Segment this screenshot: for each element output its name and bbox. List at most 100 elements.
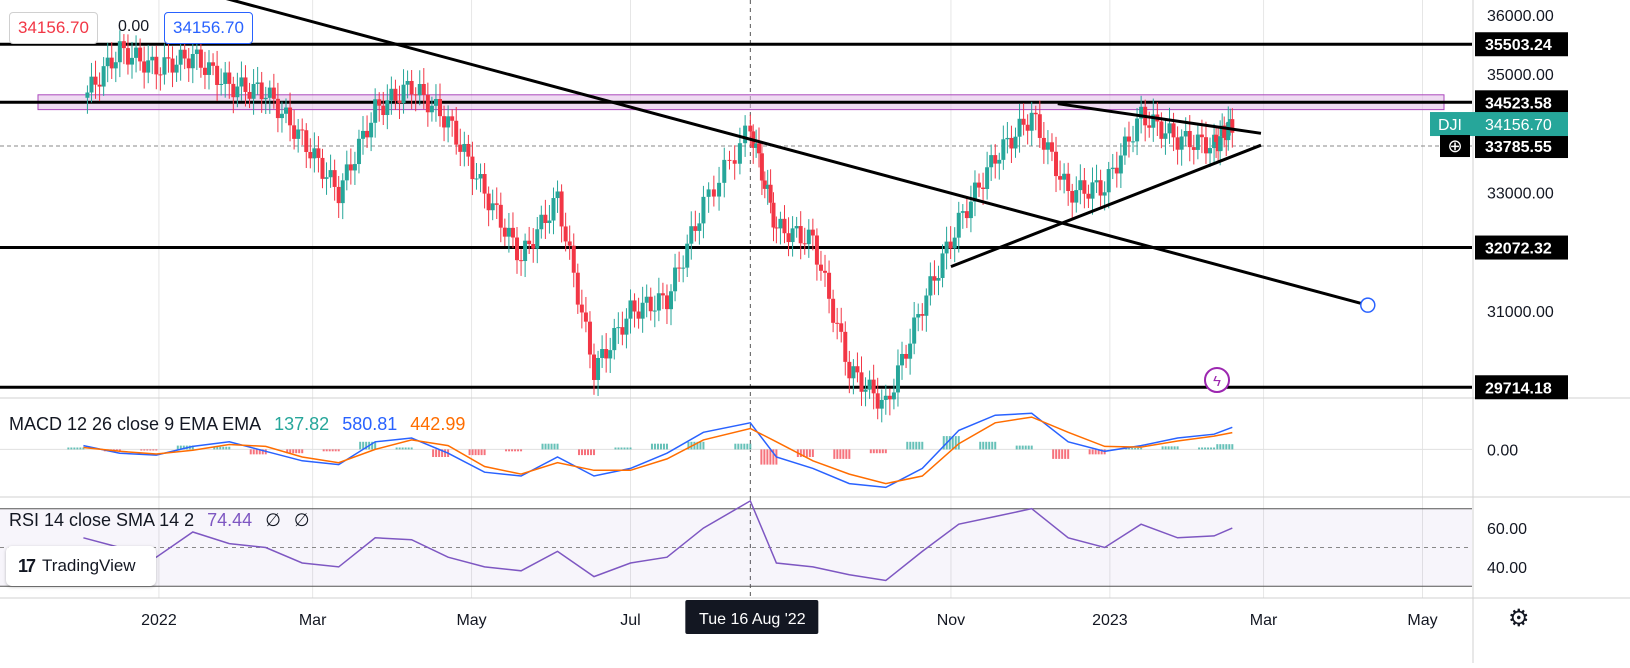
macd-histogram-bar bbox=[942, 436, 945, 450]
macd-histogram-bar bbox=[553, 443, 556, 450]
candle-body bbox=[259, 82, 264, 100]
candle-body bbox=[227, 72, 232, 84]
candle-body bbox=[381, 105, 386, 116]
level-label: 32072.32 bbox=[1485, 241, 1552, 258]
candle-body bbox=[308, 151, 313, 159]
crosshair-date-label-bg bbox=[685, 600, 819, 634]
candle-body bbox=[117, 41, 122, 63]
macd-histogram-bar bbox=[1015, 445, 1018, 450]
candle-body bbox=[1045, 142, 1050, 150]
candle-body bbox=[365, 130, 370, 138]
macd-histogram-bar bbox=[325, 449, 328, 452]
macd-histogram-bar bbox=[401, 447, 404, 450]
tradingview-logo[interactable]: 17 TradingView bbox=[6, 546, 156, 586]
candle-body bbox=[977, 182, 982, 188]
macd-histogram-bar bbox=[881, 449, 884, 454]
macd-histogram-bar bbox=[1198, 447, 1201, 450]
candle-body bbox=[340, 180, 345, 204]
macd-y-tick-label: 0.00 bbox=[1487, 442, 1518, 459]
level-label-bg bbox=[1475, 235, 1568, 260]
candle-body bbox=[1175, 137, 1180, 150]
candle-body bbox=[300, 129, 305, 131]
candle-body bbox=[685, 243, 690, 268]
candle-body bbox=[636, 311, 641, 319]
candle-body bbox=[125, 48, 130, 65]
candle-body bbox=[154, 56, 159, 75]
candle-body bbox=[543, 214, 548, 224]
y-tick-label: 33000.00 bbox=[1487, 186, 1554, 203]
macd-histogram-bar bbox=[118, 449, 121, 452]
candle-body bbox=[320, 157, 325, 179]
candle-body bbox=[900, 353, 905, 366]
macd-histogram-bar bbox=[1164, 446, 1167, 450]
candle-body bbox=[1070, 190, 1075, 203]
candle-body bbox=[174, 64, 179, 73]
candle-body bbox=[85, 92, 90, 98]
macd-histogram-bar bbox=[149, 449, 152, 451]
candle-body bbox=[754, 143, 759, 148]
candle-body bbox=[851, 366, 856, 379]
macd-histogram-bar bbox=[991, 441, 994, 450]
candle-body bbox=[652, 310, 657, 312]
macd-histogram-bar bbox=[1131, 447, 1134, 450]
macd-histogram-bar bbox=[182, 445, 185, 450]
candle-body bbox=[328, 170, 333, 178]
candle-body bbox=[1013, 136, 1018, 149]
candle-body bbox=[681, 267, 686, 269]
macd-histogram-bar bbox=[1137, 447, 1140, 450]
candle-body bbox=[450, 116, 455, 121]
candle-body bbox=[737, 143, 742, 164]
macd-histogram-bar bbox=[1064, 449, 1067, 459]
candle-body bbox=[190, 53, 195, 69]
macd-histogram-bar bbox=[471, 449, 474, 456]
rsi-legend[interactable]: RSI 14 close SMA 14 2 74.44 ∅ ∅ bbox=[9, 510, 318, 531]
candle-body bbox=[389, 88, 394, 101]
candle-body bbox=[1131, 141, 1136, 143]
candle-body bbox=[1126, 136, 1131, 142]
candle-body bbox=[706, 189, 711, 197]
candle-body bbox=[1114, 167, 1119, 174]
tradingview-logo-text: TradingView bbox=[42, 556, 136, 575]
macd-histogram-bar bbox=[845, 449, 848, 459]
macd-histogram-bar bbox=[365, 441, 368, 450]
macd-histogram-bar bbox=[438, 449, 441, 457]
candle-body bbox=[279, 113, 284, 119]
macd-histogram-bar bbox=[1201, 447, 1204, 450]
macd-histogram-bar bbox=[740, 443, 743, 450]
macd-histogram-bar bbox=[143, 449, 146, 451]
x-tick-label: Mar bbox=[299, 612, 327, 629]
macd-histogram-bar bbox=[295, 449, 298, 454]
macd-histogram-bar bbox=[912, 441, 915, 450]
candle-body bbox=[462, 143, 467, 152]
candle-body bbox=[640, 302, 645, 319]
candle-body bbox=[1163, 133, 1168, 139]
candle-body bbox=[405, 80, 410, 85]
candle-body bbox=[867, 379, 872, 390]
candle-body bbox=[312, 148, 317, 159]
macd-histogram-bar bbox=[362, 441, 365, 450]
candle-body bbox=[142, 61, 147, 73]
candle-body bbox=[583, 312, 588, 322]
rsi-sma-value: ∅ bbox=[265, 510, 281, 530]
candle-body bbox=[985, 167, 990, 190]
candle-body bbox=[1025, 124, 1030, 131]
macd-histogram-bar bbox=[152, 449, 155, 451]
macd-histogram-bar bbox=[665, 443, 668, 450]
candle-body bbox=[879, 399, 884, 409]
candle-body bbox=[1216, 141, 1221, 152]
candle-body bbox=[656, 293, 661, 311]
macd-histogram-bar bbox=[547, 443, 550, 450]
rsi-legend-title: RSI 14 close SMA 14 2 bbox=[9, 510, 195, 530]
candle-body bbox=[138, 47, 143, 62]
macd-histogram-bar bbox=[146, 449, 149, 451]
macd-histogram-bar bbox=[505, 449, 508, 452]
macd-histogram-bar bbox=[216, 446, 219, 450]
settings-gear-icon[interactable]: ⚙ bbox=[1508, 605, 1530, 632]
macd-histogram-bar bbox=[620, 447, 623, 450]
candle-body bbox=[332, 170, 337, 187]
macd-histogram-bar bbox=[693, 441, 696, 450]
macd-histogram-bar bbox=[514, 449, 517, 452]
macd-legend[interactable]: MACD 12 26 close 9 EMA EMA 137.82 580.81… bbox=[9, 414, 473, 435]
macd-value-signal: 442.99 bbox=[410, 414, 466, 434]
